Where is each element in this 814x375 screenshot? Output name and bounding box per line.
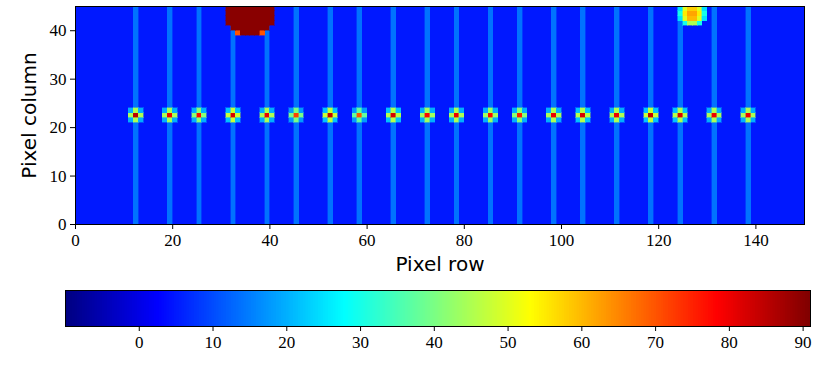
svg-text:140: 140: [743, 231, 769, 250]
svg-text:40: 40: [426, 333, 443, 352]
svg-text:Pixel column: Pixel column: [17, 52, 41, 178]
svg-text:60: 60: [573, 333, 590, 352]
svg-text:80: 80: [456, 231, 473, 250]
svg-text:30: 30: [352, 333, 369, 352]
svg-text:50: 50: [500, 333, 517, 352]
svg-text:10: 10: [205, 333, 222, 352]
svg-text:60: 60: [359, 231, 376, 250]
svg-text:30: 30: [50, 70, 67, 89]
svg-text:20: 20: [164, 231, 181, 250]
svg-text:0: 0: [135, 333, 144, 352]
svg-text:0: 0: [71, 231, 80, 250]
svg-text:Pixel row: Pixel row: [396, 252, 485, 276]
svg-text:90: 90: [795, 333, 812, 352]
svg-text:20: 20: [50, 118, 67, 137]
svg-text:100: 100: [549, 231, 575, 250]
svg-text:20: 20: [278, 333, 295, 352]
svg-text:40: 40: [50, 21, 67, 40]
svg-text:70: 70: [647, 333, 664, 352]
svg-text:40: 40: [261, 231, 278, 250]
svg-text:120: 120: [646, 231, 672, 250]
svg-text:0: 0: [58, 215, 67, 234]
svg-text:80: 80: [721, 333, 738, 352]
svg-text:10: 10: [50, 166, 67, 185]
